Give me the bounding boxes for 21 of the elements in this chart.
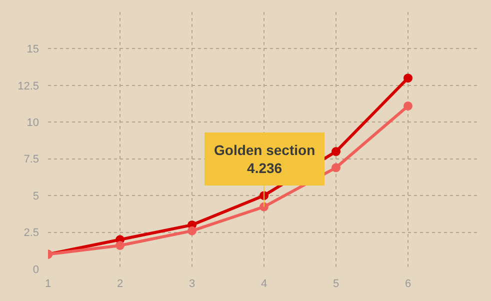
x-tick-label: 4 [260, 278, 268, 290]
y-tick-label: 7.5 [24, 154, 39, 166]
y-tick-label: 15 [26, 44, 39, 56]
point [260, 202, 268, 212]
x-tick-label: 3 [188, 278, 196, 290]
x-tick-label: 6 [404, 278, 412, 290]
point [332, 163, 340, 172]
x-tick-label: 5 [332, 278, 340, 290]
annotation: Golden section 4.236 [214, 142, 316, 176]
y-tick-label: 0 [32, 264, 39, 276]
x-tick-label: 2 [116, 278, 124, 290]
y-tick-label: 12.5 [18, 80, 39, 92]
point [404, 74, 412, 83]
point [404, 101, 412, 110]
point [332, 147, 340, 156]
point [188, 226, 196, 236]
point [116, 241, 124, 250]
y-tick-label: 2.5 [24, 227, 39, 240]
y-tick-label: 10 [26, 116, 39, 129]
y-tick-label: 5 [32, 190, 39, 202]
x-tick-label: 1 [44, 278, 52, 290]
